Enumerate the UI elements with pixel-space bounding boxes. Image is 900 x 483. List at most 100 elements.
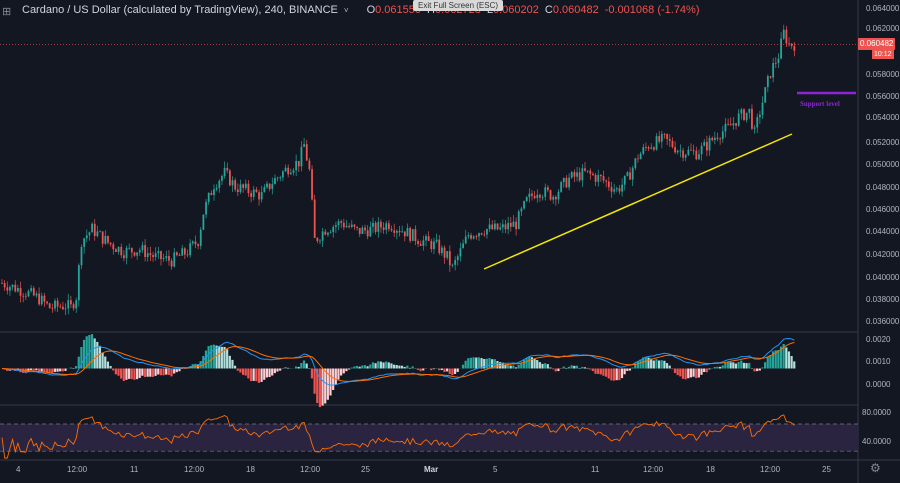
candle-body	[788, 43, 790, 45]
macd-bar	[32, 368, 35, 371]
macd-bar	[446, 368, 449, 372]
candle-body	[348, 225, 351, 227]
candle-body	[59, 306, 62, 308]
macd-bar	[779, 346, 783, 369]
candle-body	[459, 248, 462, 257]
macd-bar	[59, 368, 62, 372]
macd-bar	[718, 366, 722, 369]
rsi-tick-label: 40.0000	[862, 437, 891, 446]
candle-body	[743, 109, 745, 121]
candle-body	[377, 221, 380, 232]
candle-body	[584, 168, 586, 171]
macd-bar	[141, 368, 144, 376]
expand-icon[interactable]: ⊞	[2, 6, 12, 18]
macd-bar	[790, 356, 793, 369]
macd-bar	[234, 365, 237, 369]
macd-bar	[223, 346, 226, 369]
macd-bar	[597, 368, 600, 374]
macd-bar	[377, 361, 380, 369]
chevron-down-icon[interactable]: ˅	[343, 5, 349, 15]
candle-body	[488, 224, 491, 229]
symbol-title[interactable]: Cardano / US Dollar (calculated by Tradi…	[22, 4, 338, 16]
price-tick-label: 0.038000	[866, 295, 900, 304]
macd-tick-label: 0.0020	[866, 335, 891, 344]
candle-body	[56, 300, 59, 307]
macd-bar	[138, 368, 141, 378]
candle-body	[107, 235, 109, 243]
price-tick-label: 0.048000	[866, 183, 900, 192]
candle-body	[581, 168, 584, 181]
rsi-tick-label: 80.0000	[862, 408, 891, 417]
time-tick-label: 11	[591, 465, 600, 474]
macd-bar	[342, 368, 345, 374]
macd-bar	[120, 368, 123, 379]
candle-body	[605, 180, 608, 182]
candle-body	[279, 177, 282, 179]
macd-bar	[406, 365, 409, 369]
macd-bar	[477, 357, 480, 369]
candle-body	[268, 183, 271, 189]
candle-body	[154, 253, 157, 257]
candle-body	[674, 147, 676, 153]
macd-bar	[411, 366, 414, 369]
candle-body	[732, 123, 735, 126]
macd-bar	[578, 367, 581, 369]
time-tick-label: 25	[822, 465, 831, 474]
macd-bar	[236, 368, 239, 371]
macd-bar	[382, 362, 385, 369]
candle-body	[451, 264, 454, 266]
macd-bar	[430, 368, 433, 371]
candle-body	[438, 239, 441, 254]
macd-bar	[557, 368, 560, 372]
macd-bar	[475, 357, 478, 369]
candle-body	[753, 127, 756, 129]
candle-body	[165, 256, 168, 259]
candle-body	[692, 150, 695, 152]
macd-bar	[438, 368, 441, 371]
macd-bar	[29, 368, 33, 371]
gear-icon[interactable]: ⚙	[870, 461, 881, 475]
candle-body	[533, 195, 536, 199]
macd-bar	[72, 367, 75, 369]
macd-bar	[546, 364, 549, 369]
price-tick-label: 0.062000	[866, 24, 900, 33]
candle-body	[316, 237, 319, 241]
macd-bar	[448, 368, 451, 374]
candle-body	[785, 29, 788, 44]
candle-body	[761, 102, 764, 115]
price-tick-label: 0.040000	[866, 273, 900, 282]
candle-body	[780, 38, 782, 59]
macd-bar	[122, 368, 125, 382]
candle-body	[186, 254, 189, 256]
macd-bar	[544, 363, 547, 369]
candle-body	[85, 235, 88, 239]
time-tick-label: 11	[130, 465, 139, 474]
macd-tick-label: 0.0010	[866, 357, 891, 366]
candle-body	[313, 199, 316, 238]
macd-bar	[541, 363, 544, 369]
macd-bar	[194, 363, 197, 369]
macd-bar	[491, 359, 494, 369]
price-tick-label: 0.042000	[866, 250, 900, 259]
macd-bar	[509, 365, 512, 369]
candle-body	[115, 249, 117, 252]
candle-body	[623, 175, 626, 185]
macd-bar	[276, 368, 279, 372]
candle-body	[695, 150, 698, 160]
macd-bar	[642, 357, 645, 369]
macd-bar	[316, 368, 319, 404]
macd-bar	[165, 368, 168, 375]
macd-bar	[602, 368, 605, 376]
candle-body	[499, 227, 502, 230]
macd-bar	[321, 368, 324, 406]
candle-body	[544, 187, 547, 197]
macd-bar	[255, 368, 258, 382]
macd-bar	[618, 368, 621, 381]
candle-body	[491, 224, 494, 230]
candle-body	[772, 63, 775, 78]
macd-bar	[218, 346, 221, 369]
macd-bar	[615, 368, 618, 381]
candle-body	[183, 248, 186, 255]
macd-bar	[334, 368, 337, 385]
